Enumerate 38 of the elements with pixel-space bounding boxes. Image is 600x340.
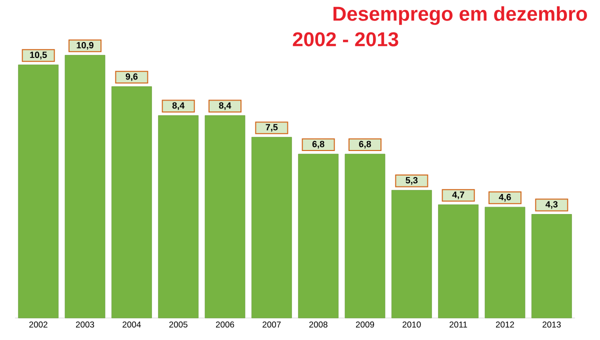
x-tick-label: 2010	[402, 322, 421, 328]
bar	[484, 206, 526, 318]
data-label: 10,5	[30, 52, 47, 60]
x-tick-label: 2002	[29, 322, 48, 328]
bar	[111, 86, 152, 318]
data-label: 4,6	[498, 194, 511, 202]
data-label: 6,8	[312, 140, 324, 149]
bar	[18, 64, 59, 318]
x-tick-label: 2011	[450, 322, 468, 328]
x-tick-label: 2004	[122, 322, 141, 328]
bar	[391, 190, 432, 318]
data-label: 6,8	[359, 140, 371, 149]
x-tick-label: 2003	[76, 322, 94, 328]
data-label: 4,7	[452, 192, 464, 200]
chart-title: Desemprego em dezembro	[334, 6, 587, 25]
bar	[344, 154, 386, 318]
data-label: 8,4	[219, 102, 232, 110]
data-label: 8,4	[172, 102, 185, 110]
x-tick-label: 2005	[169, 322, 188, 328]
x-tick-label: 2008	[309, 322, 328, 328]
x-tick-label: 2009	[356, 322, 374, 328]
bar	[204, 115, 246, 318]
x-tick-label: 2012	[496, 322, 514, 328]
data-label: 4,3	[546, 201, 558, 209]
x-tick-label: 2006	[216, 322, 234, 328]
chart-subtitle: 2002 - 2013	[292, 32, 398, 46]
x-tick-label: 2007	[262, 322, 281, 328]
bar	[531, 214, 572, 318]
data-label: 5,3	[406, 177, 418, 185]
bar	[298, 154, 339, 318]
bar	[438, 204, 479, 318]
bar	[64, 54, 106, 318]
data-label: 9,6	[126, 73, 138, 82]
data-label: 7,5	[266, 124, 278, 132]
bar	[251, 136, 292, 318]
bar	[158, 115, 199, 318]
x-tick-label: 2013	[542, 322, 561, 328]
data-label: 10,9	[76, 42, 94, 50]
